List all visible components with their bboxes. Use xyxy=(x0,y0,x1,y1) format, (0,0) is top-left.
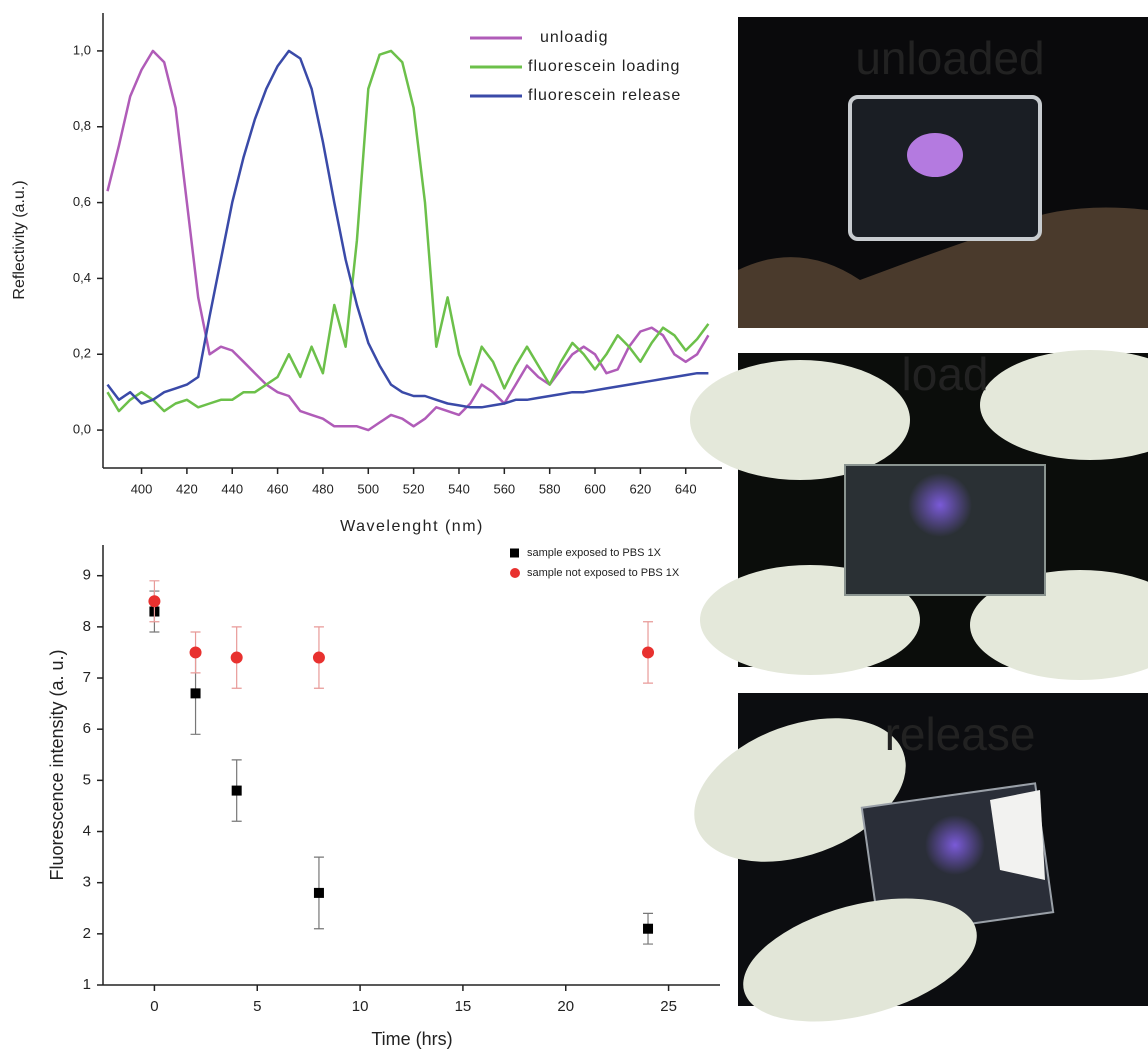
photo-label: load xyxy=(902,348,989,400)
x-tick-label: 0 xyxy=(150,998,158,1015)
y-tick-label: 2 xyxy=(83,925,91,942)
x-tick-label: 5 xyxy=(253,998,261,1015)
y-tick-label: 0,6 xyxy=(73,194,91,209)
point xyxy=(313,652,325,664)
point xyxy=(148,595,160,607)
y-tick-label: 3 xyxy=(83,874,91,891)
x-tick-label: 520 xyxy=(403,481,425,496)
series-line xyxy=(108,51,709,407)
legend-swatch xyxy=(510,568,520,578)
point xyxy=(643,924,653,934)
y-tick-label: 1,0 xyxy=(73,42,91,57)
y-tick-label: 0,2 xyxy=(73,346,91,361)
y-tick-label: 5 xyxy=(83,771,91,788)
x-tick-label: 640 xyxy=(675,481,697,496)
x-axis-label: Wavelenght (nm) xyxy=(340,518,484,535)
page: 4004204404604805005205405605806006206400… xyxy=(0,0,1148,1053)
y-tick-label: 0,4 xyxy=(73,270,91,285)
x-tick-label: 420 xyxy=(176,481,198,496)
figure: 4004204404604805005205405605806006206400… xyxy=(0,0,1148,1053)
point xyxy=(190,646,202,658)
x-tick-label: 440 xyxy=(221,481,243,496)
x-tick-label: 400 xyxy=(131,481,153,496)
legend-label: fluorescein release xyxy=(528,87,681,104)
y-axis-label: Reflectivity (a.u.) xyxy=(11,180,28,299)
photo-label: release xyxy=(885,708,1036,760)
y-tick-label: 0,0 xyxy=(73,422,91,437)
y-tick-label: 7 xyxy=(83,669,91,686)
photo-label: unloaded xyxy=(855,32,1044,84)
point xyxy=(232,786,242,796)
x-tick-label: 10 xyxy=(352,998,369,1015)
x-tick-label: 540 xyxy=(448,481,470,496)
x-tick-label: 600 xyxy=(584,481,606,496)
y-tick-label: 9 xyxy=(83,567,91,584)
y-tick-label: 4 xyxy=(83,822,91,839)
x-tick-label: 15 xyxy=(455,998,472,1015)
y-tick-label: 1 xyxy=(83,976,91,993)
x-tick-label: 620 xyxy=(630,481,652,496)
legend-label: sample exposed to PBS 1X xyxy=(527,547,662,559)
y-tick-label: 6 xyxy=(83,720,91,737)
point xyxy=(314,888,324,898)
legend-swatch xyxy=(510,549,519,558)
x-tick-label: 480 xyxy=(312,481,334,496)
x-tick-label: 500 xyxy=(357,481,379,496)
x-tick-label: 25 xyxy=(660,998,677,1015)
series-line xyxy=(108,51,709,411)
point xyxy=(642,646,654,658)
legend-label: unloadig xyxy=(540,29,609,46)
legend-label: sample not exposed to PBS 1X xyxy=(527,567,680,579)
x-tick-label: 560 xyxy=(493,481,515,496)
x-tick-label: 20 xyxy=(557,998,574,1015)
series-line xyxy=(108,51,709,430)
y-tick-label: 8 xyxy=(83,618,91,635)
x-axis-label: Time (hrs) xyxy=(371,1029,452,1049)
legend-label: fluorescein loading xyxy=(528,58,680,75)
x-tick-label: 460 xyxy=(267,481,289,496)
x-tick-label: 580 xyxy=(539,481,561,496)
y-axis-label: Fluorescence intensity (a. u.) xyxy=(47,649,67,880)
point xyxy=(231,652,243,664)
y-tick-label: 0,8 xyxy=(73,118,91,133)
point xyxy=(191,688,201,698)
